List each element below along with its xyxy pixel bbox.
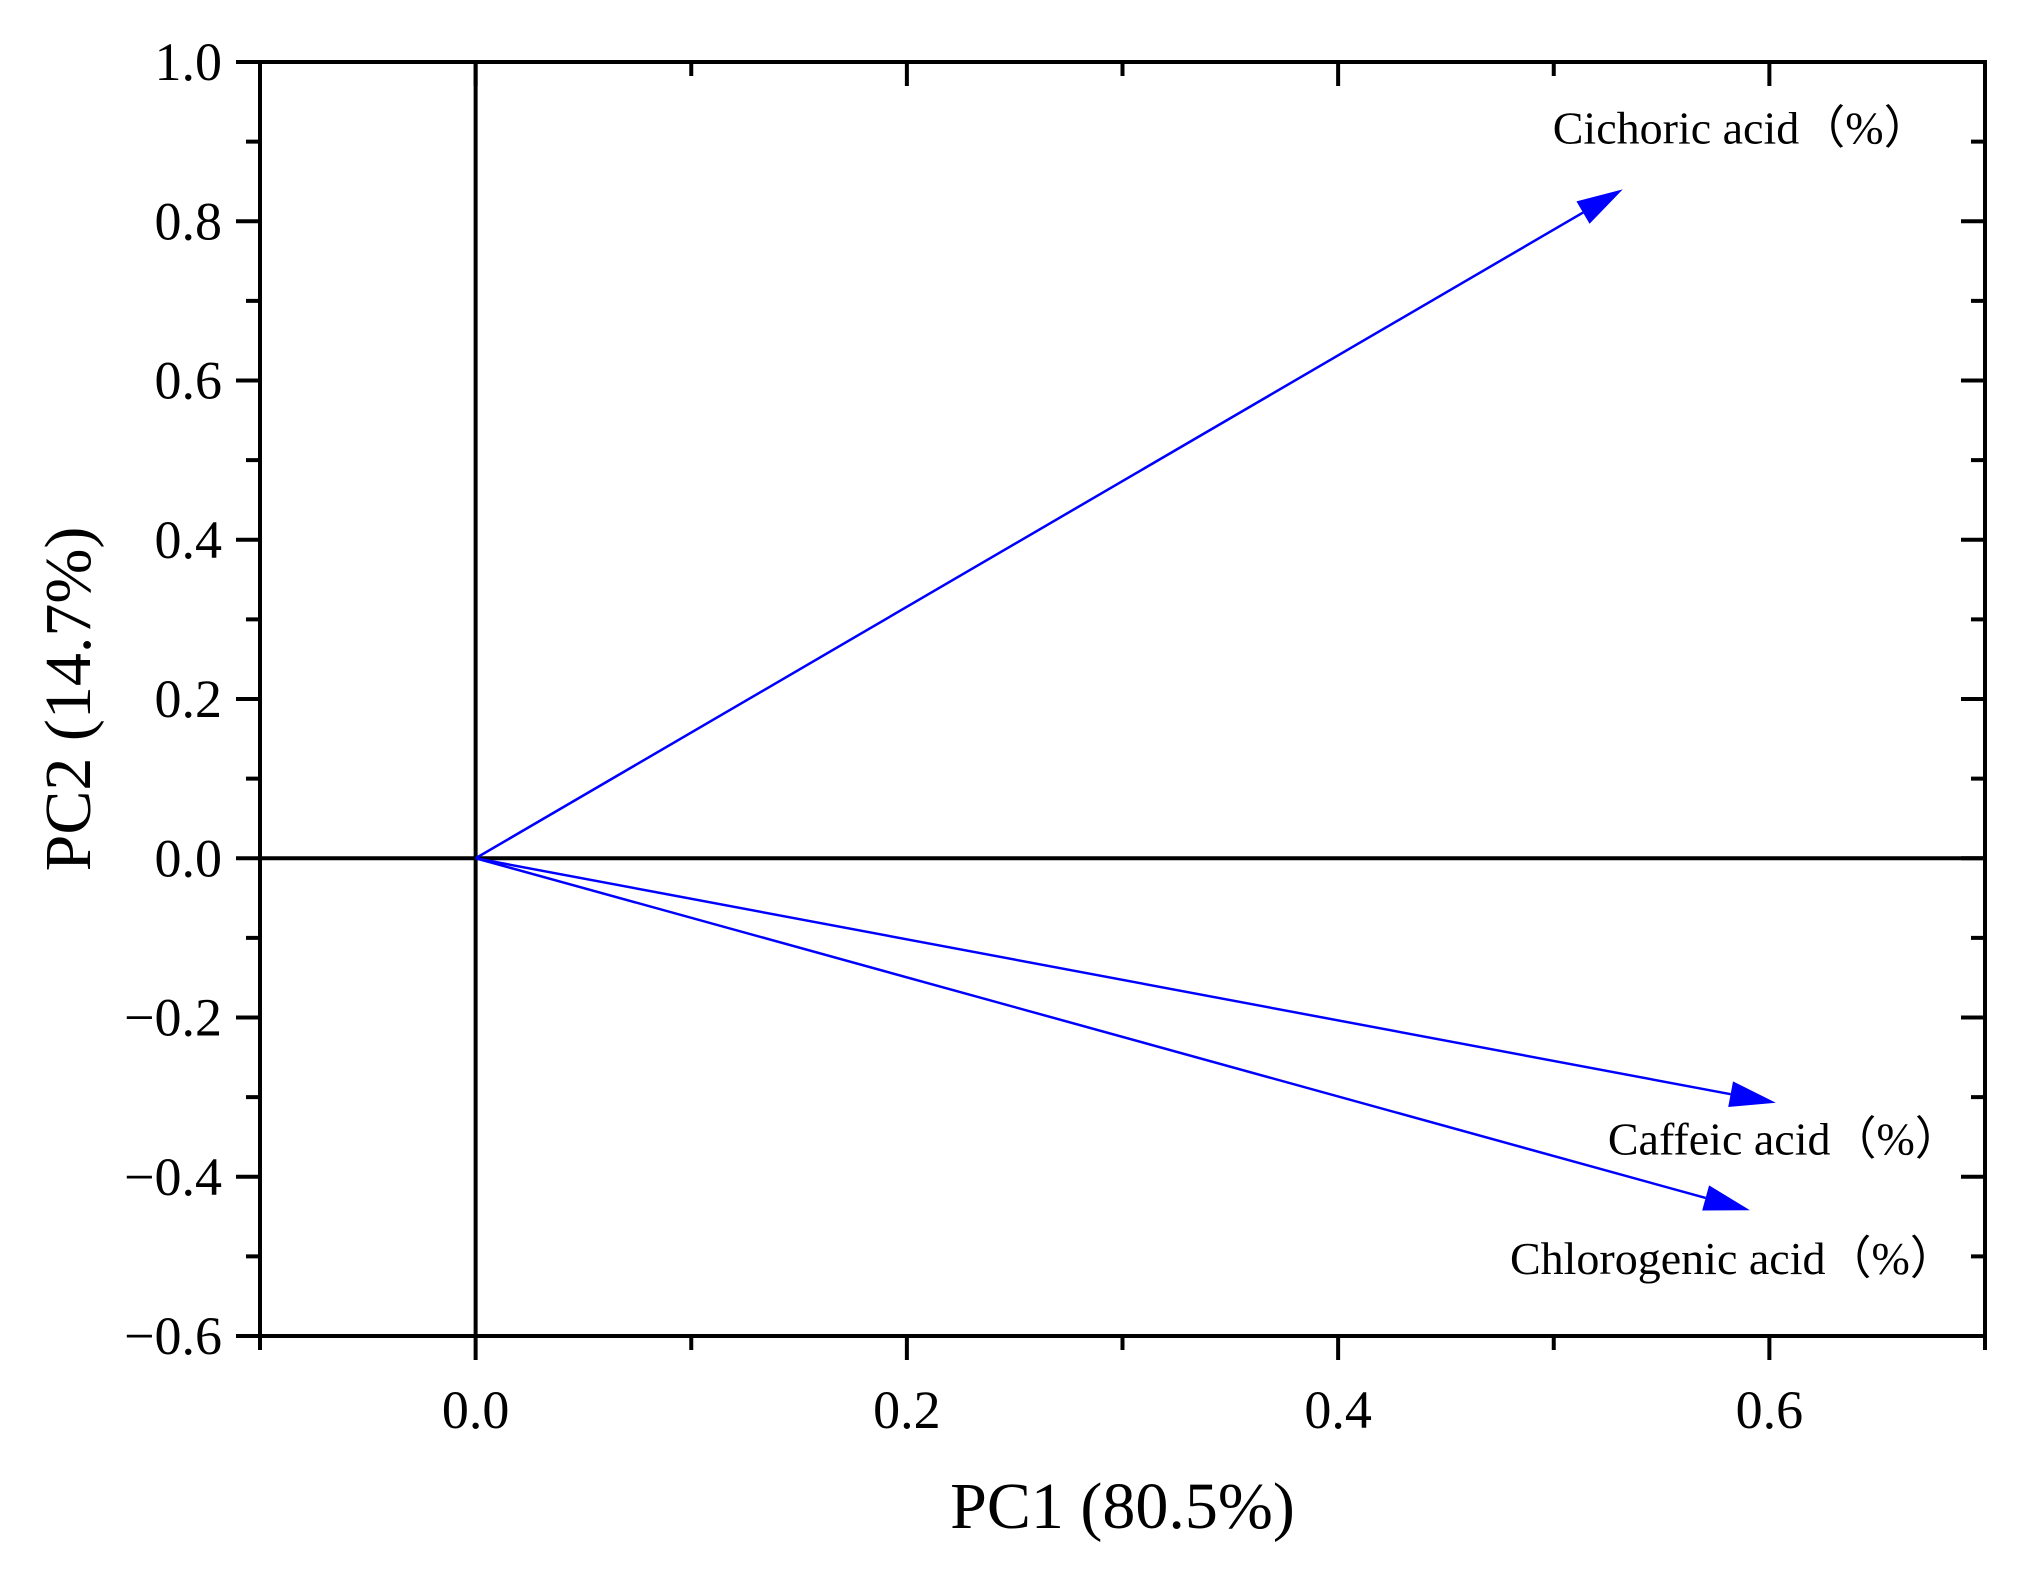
y-tick-label: 0.4 [155, 510, 223, 570]
loading-vector-line [475, 857, 1731, 1096]
y-tick-label: −0.2 [124, 988, 222, 1048]
y-tick-label: 1.0 [155, 32, 223, 92]
loading-vector-label: Chlorogenic acid（%） [1510, 1233, 1956, 1284]
y-tick-label: 0.2 [155, 669, 223, 729]
loading-vector-label: Caffeic acid（%） [1608, 1114, 1961, 1165]
y-tick-label: 0.6 [155, 351, 223, 411]
loading-vector-arrowhead [1576, 189, 1623, 224]
loading-vector-arrowhead [1702, 1185, 1750, 1211]
y-tick-label: 0.8 [155, 191, 223, 251]
x-tick-label: 0.6 [1736, 1380, 1804, 1440]
x-tick-label: 0.4 [1304, 1380, 1372, 1440]
y-tick-label: 0.0 [155, 828, 223, 888]
text-layer: PC1 (80.5%) PC2 (14.7%) 0.0 0.2 0.4 0.6 1.0 0… [32, 32, 1961, 1543]
loading-vector-line [475, 857, 1706, 1200]
y-axis-title: PC2 (14.7%) [32, 527, 105, 872]
x-tick-label: 0.0 [442, 1380, 510, 1440]
x-axis-title: PC1 (80.5%) [950, 1470, 1295, 1543]
y-tick-label: −0.4 [124, 1147, 222, 1207]
loading-vector-arrowhead [1728, 1081, 1776, 1107]
loading-vector-label: Cichoric acid（%） [1553, 102, 1930, 153]
loading-vector-line [474, 211, 1584, 860]
axes-layer [236, 60, 1987, 1360]
y-tick-label: −0.6 [124, 1306, 222, 1366]
x-tick-label: 0.2 [873, 1380, 941, 1440]
vectors-layer [474, 189, 1776, 1211]
